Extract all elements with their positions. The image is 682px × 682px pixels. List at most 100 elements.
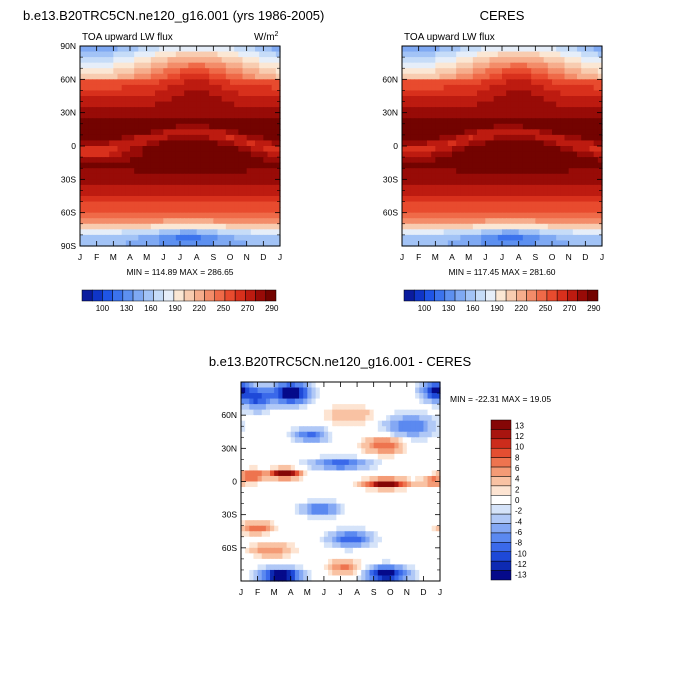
panel-ceres-cell [556,62,561,69]
panel-model-x-tick-label: M [143,252,150,262]
panel-ceres-cell [597,107,603,114]
panel-ceres-cell [477,190,482,197]
panel-model-colorbar: 100 130 160 190 220 250 270 290 [81,289,279,313]
panel-ceres-cell [539,79,545,86]
panel-ceres-cell [447,73,453,80]
panel-model-cell [138,118,144,125]
panel-model-cell [138,51,144,58]
panel-ceres-cell [489,90,495,97]
panel-model-cell [125,73,131,80]
panel-difference-cell [315,464,321,472]
panel-model-cell [255,134,260,142]
panel-difference-cell [394,503,400,510]
panel-ceres-cell [552,240,557,247]
panel-ceres-cell [543,129,549,136]
panel-ceres-cell [485,79,491,86]
panel-ceres-cell [468,134,474,142]
panel-model-cell [217,146,223,153]
panel-ceres-cell [539,201,545,208]
panel-difference-cell [323,514,329,521]
panel-model-cell [121,190,127,197]
panel-model-cell [117,73,123,80]
panel-model-cell [242,146,248,153]
panel-difference-cell [381,475,387,483]
panel-ceres-cell [439,146,445,153]
panel-model-cell [217,234,223,242]
panel-difference-cell [245,481,250,488]
panel-ceres-cell [497,73,503,80]
panel-model-cell [171,179,177,186]
panel-ceres-cell [543,234,549,242]
panel-ceres-cell [522,62,528,69]
panel-model-colorbar-label: 190 [168,304,182,313]
panel-model-cell [205,73,210,80]
panel-difference-cell [431,459,437,466]
panel-model-cell [146,184,152,192]
panel-model-cell [84,234,89,242]
panel-difference-cell [369,420,375,427]
panel-ceres-cell [477,146,482,153]
panel-difference-cell [348,437,354,444]
panel-model-cell [138,134,144,142]
panel-ceres-colorbar-swatch [536,289,548,302]
panel-model-cell [117,90,123,97]
panel-ceres-cell [485,229,491,236]
panel-ceres-cell [485,107,491,114]
panel-ceres-cell [464,62,470,69]
panel-ceres-cell [422,51,428,58]
panel-difference-cell [398,420,404,427]
panel-ceres-colorbar-label: 250 [539,304,553,313]
panel-model-cell [271,73,277,80]
panel-difference-cell [377,492,383,499]
panel-model-cell [230,173,235,180]
panel-difference-cell [398,431,404,438]
panel-ceres-cell [406,196,411,203]
panel-ceres-cell [443,190,449,197]
panel-difference-cell [328,393,333,400]
panel-model-cell [96,134,102,142]
panel-difference-cell [270,470,275,477]
panel-ceres-cell [556,162,561,169]
panel-difference-cell [435,431,441,438]
panel-model-cell [163,157,169,164]
panel-model-cell [184,107,189,114]
panel-model-cell [192,112,198,119]
panel-model-cell [159,151,164,158]
panel-model-cell [117,101,123,108]
panel-ceres-cell [502,229,507,236]
panel-ceres-cell [456,90,461,97]
panel-difference-cell [398,481,404,488]
panel-ceres-cell [543,84,549,92]
panel-difference-cell [328,525,333,532]
panel-difference-cell [431,442,437,449]
panel-model-cell [150,62,156,69]
panel-difference-cell [377,415,383,422]
panel-model-cell [246,240,252,247]
panel-difference-cell [344,442,350,449]
panel-ceres-cell [577,112,582,119]
panel-difference-cell [270,404,275,411]
panel-ceres-cell [581,90,586,97]
panel-model-cell [138,57,144,64]
panel-ceres-cell [493,229,499,236]
panel-difference-cell [241,520,246,527]
panel-ceres-cell [427,84,432,92]
panel-ceres-cell [431,168,436,175]
panel-ceres-cell [435,218,441,225]
panel-ceres-cell [481,90,486,97]
panel-difference-cell [319,448,325,455]
panel-model-cell [167,68,173,75]
panel-ceres-cell [414,140,420,147]
panel-model-cell [163,179,169,186]
panel-ceres-cell [468,223,474,230]
panel-ceres-cell [402,240,407,247]
panel-model-cell [259,218,264,225]
panel-ceres-cell [593,73,599,80]
panel-ceres-cell [535,162,541,169]
panel-ceres-cell [464,168,470,175]
panel-model-cell [146,84,152,92]
panel-model-cell [275,151,281,158]
panel-ceres-cell [502,79,507,86]
panel-ceres-cell [564,57,570,64]
panel-model-cell [155,51,160,58]
